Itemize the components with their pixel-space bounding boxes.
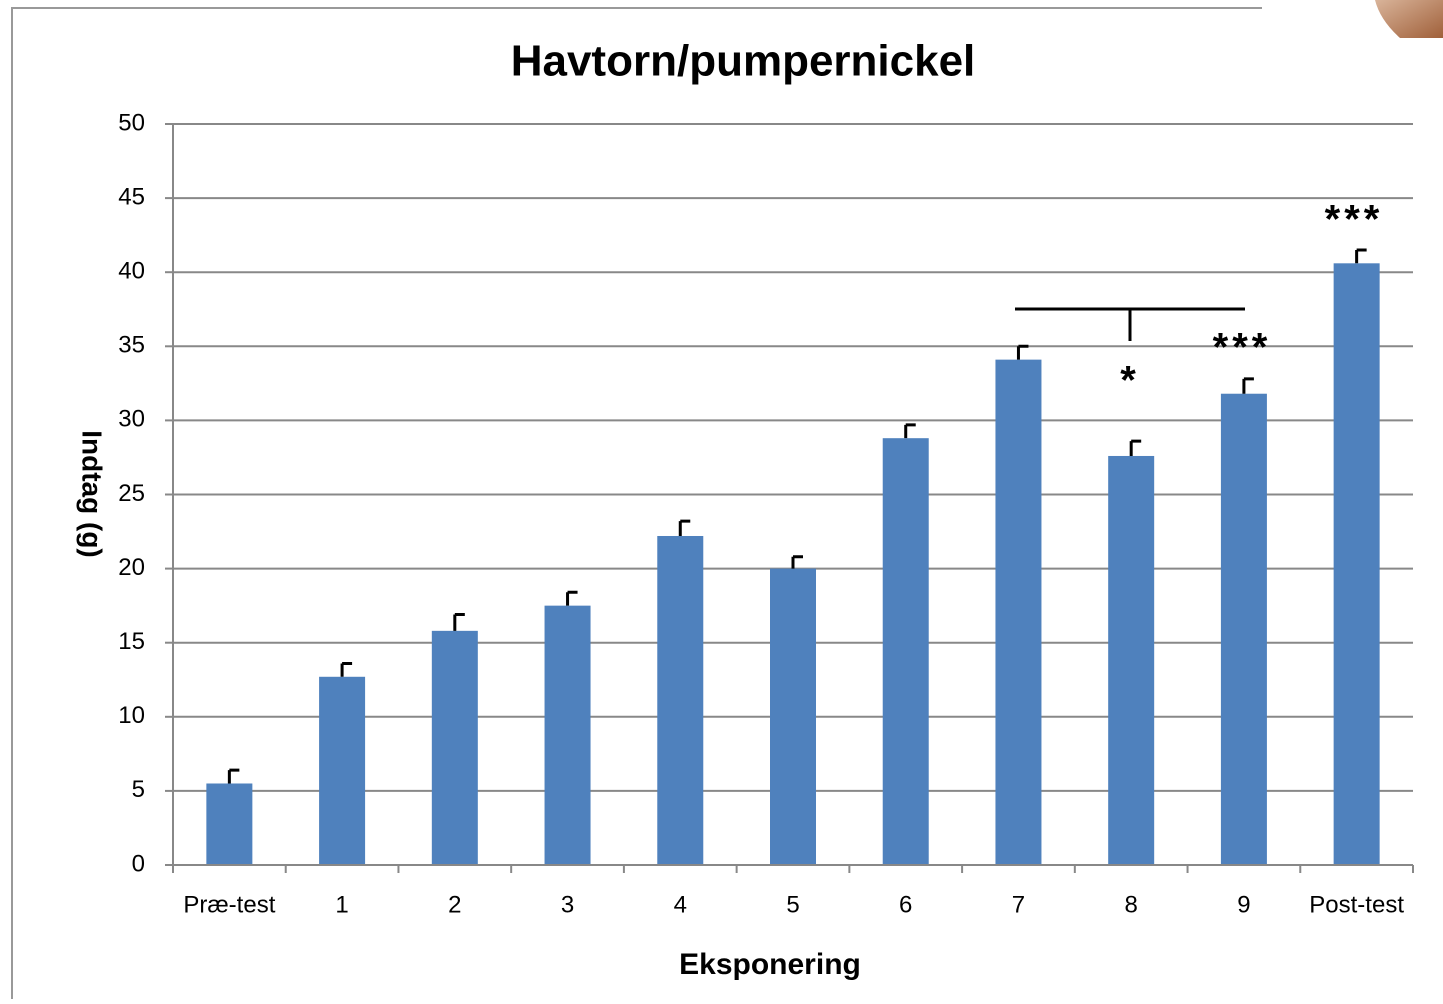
corner-image xyxy=(1375,0,1443,38)
bar xyxy=(657,535,704,865)
y-tick-label: 25 xyxy=(118,480,145,507)
bar xyxy=(1108,455,1155,865)
chart-title: Havtorn/pumpernickel xyxy=(511,37,976,86)
error-bar xyxy=(566,590,578,606)
x-tick-label: Post-test xyxy=(1309,891,1404,918)
error-bar xyxy=(904,423,916,439)
x-tick-label: 2 xyxy=(448,891,461,918)
annotation: *** xyxy=(1213,326,1272,370)
x-tick-label: 8 xyxy=(1125,891,1138,918)
annotation: * xyxy=(1120,359,1140,403)
y-tick-label: 20 xyxy=(118,554,145,581)
error-bar xyxy=(1355,248,1367,264)
bar xyxy=(431,630,478,865)
y-tick-label: 50 xyxy=(118,109,145,136)
x-tick-label: 4 xyxy=(674,891,687,918)
x-tick-label: 5 xyxy=(786,891,799,918)
bar xyxy=(544,605,591,865)
bar xyxy=(882,438,929,865)
y-tick-label: 15 xyxy=(118,628,145,655)
frame xyxy=(11,7,1262,999)
bar xyxy=(319,676,366,865)
y-axis-title: Indtag (g) xyxy=(77,430,108,558)
y-tick-label: 10 xyxy=(118,702,145,729)
x-tick-label: 6 xyxy=(899,891,912,918)
y-tick-label: 5 xyxy=(132,776,145,803)
x-tick-label: 1 xyxy=(335,891,348,918)
bar xyxy=(206,783,253,865)
y-tick-label: 40 xyxy=(118,258,145,285)
y-tick-label: 0 xyxy=(132,850,145,877)
error-bar xyxy=(791,555,803,569)
error-bar xyxy=(227,768,240,784)
error-bar xyxy=(340,661,353,677)
error-bar xyxy=(1242,377,1254,394)
bar xyxy=(1333,263,1380,866)
bar xyxy=(995,359,1042,865)
error-bar xyxy=(453,613,465,631)
x-tick-label: 9 xyxy=(1237,891,1250,918)
significance-bracket xyxy=(1015,307,1245,341)
y-tick-label: 35 xyxy=(118,332,145,359)
error-bar xyxy=(1129,439,1142,456)
error-bar xyxy=(678,519,691,536)
bar xyxy=(770,568,816,865)
x-axis-title: Eksponering xyxy=(679,948,861,981)
x-tick-label: 7 xyxy=(1012,891,1025,918)
error-bar xyxy=(1016,344,1029,360)
y-tick-label: 30 xyxy=(118,406,145,433)
annotation: *** xyxy=(1325,198,1384,242)
x-tick-label: 3 xyxy=(561,891,574,918)
bar xyxy=(1220,393,1267,865)
y-tick-label: 45 xyxy=(118,183,145,210)
x-tick-label: Præ-test xyxy=(183,891,275,918)
